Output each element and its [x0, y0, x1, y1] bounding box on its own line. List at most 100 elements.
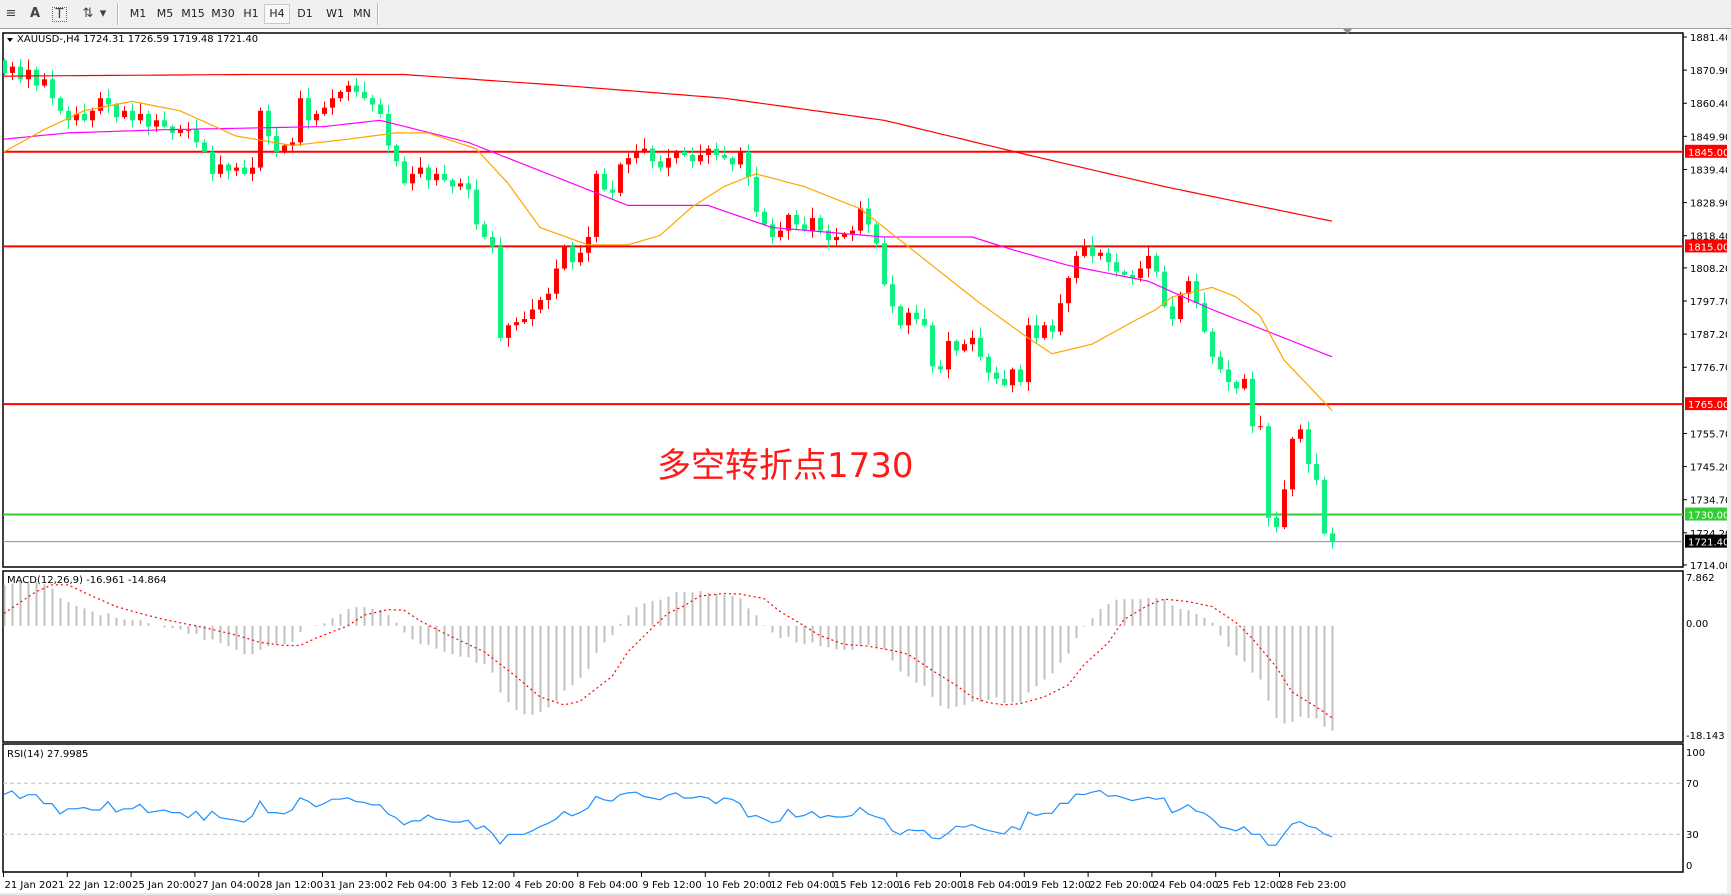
candle-body — [498, 246, 503, 338]
macd-axis-label: -18.143 — [1686, 731, 1725, 742]
candle-body — [1226, 369, 1231, 383]
candle-body — [882, 243, 887, 285]
time-axis-label: 31 Jan 23:00 — [324, 880, 387, 891]
timeframe-m15-button[interactable]: M15 — [181, 7, 205, 20]
candle-body — [1034, 325, 1039, 338]
candle-body — [458, 183, 463, 187]
window-edge — [0, 893, 1731, 895]
candle-body — [1266, 426, 1271, 518]
candle-body — [746, 151, 751, 178]
chart-shift-marker-icon[interactable] — [1343, 29, 1352, 34]
candle-body — [146, 113, 151, 127]
time-axis-label: 28 Feb 23:00 — [1281, 880, 1347, 891]
candle-body — [674, 151, 679, 159]
candle-body — [1130, 274, 1135, 278]
timeframe-m5-button[interactable]: M5 — [156, 7, 174, 20]
price-level-label — [1685, 534, 1727, 548]
candle-body — [3, 60, 7, 73]
rsi-line — [3, 789, 1333, 846]
candle-body — [802, 224, 807, 231]
candle-body — [290, 142, 295, 146]
main-pane[interactable] — [2, 32, 1684, 568]
candle-body — [874, 224, 879, 244]
price-axis-label: 1870.90 — [1690, 66, 1731, 77]
dropdown-icon[interactable]: ▾ — [99, 6, 107, 21]
candle-body — [442, 173, 447, 181]
price-level-value: 1815.00 — [1688, 242, 1729, 253]
candle-body — [138, 113, 143, 121]
candle-body — [938, 366, 943, 370]
candle-body — [202, 142, 207, 152]
timeframe-mn-button[interactable]: MN — [353, 7, 371, 20]
price-level-label — [1685, 507, 1727, 521]
candle-body — [18, 66, 23, 80]
timeframe-h1-button[interactable]: H1 — [243, 7, 259, 20]
candle-body — [490, 236, 495, 247]
time-axis-label: 22 Feb 20:00 — [1089, 880, 1155, 891]
collapse-triangle-icon[interactable] — [7, 38, 13, 42]
candle-body — [1114, 262, 1119, 272]
candle-body — [130, 110, 135, 121]
price-axis-label: 1776.70 — [1690, 363, 1731, 374]
candle-body — [650, 148, 655, 162]
macd-axis-label: 0.00 — [1686, 619, 1708, 630]
text-icon[interactable]: A — [29, 6, 41, 21]
candle-body — [930, 325, 935, 367]
candle-body — [354, 85, 359, 92]
rsi-axis-label: 30 — [1686, 830, 1699, 841]
macd-pane[interactable] — [2, 570, 1684, 743]
candle-body — [594, 173, 599, 237]
toolbar: ≡ A T ⇅ ▾ M1 M5 M15 M30 H1 H4 D1 W1 MN — [0, 0, 1731, 29]
macd-axis-label: 7.862 — [1686, 573, 1715, 584]
candle-body — [754, 177, 759, 212]
candle-body — [186, 129, 191, 131]
candle-body — [226, 164, 231, 171]
timeframe-m30-button[interactable]: M30 — [211, 7, 235, 20]
price-axis-label: 1808.20 — [1690, 264, 1731, 275]
candle-body — [682, 151, 687, 155]
rsi-axis-label: 70 — [1686, 779, 1699, 790]
candle-body — [410, 173, 415, 184]
candle-body — [914, 312, 919, 319]
candle-body — [994, 372, 999, 379]
time-axis-label: 15 Feb 12:00 — [834, 880, 900, 891]
candle-body — [282, 145, 287, 152]
toolbar-separator — [117, 3, 119, 25]
candle-body — [794, 214, 799, 225]
candle-body — [242, 167, 247, 174]
candle-body — [538, 300, 543, 310]
candle-body — [274, 136, 279, 152]
price-axis-label: 1818.40 — [1690, 232, 1731, 243]
timeframe-d1-button[interactable]: D1 — [297, 7, 313, 20]
candle-body — [738, 151, 743, 165]
timeframe-w1-button[interactable]: W1 — [326, 7, 344, 20]
candle-body — [514, 322, 519, 326]
candle-body — [162, 120, 167, 127]
candle-body — [666, 158, 671, 168]
fibonacci-icon[interactable]: ≡ — [5, 6, 17, 21]
candle-body — [810, 218, 815, 231]
candle-body — [618, 164, 623, 193]
arrows-icon[interactable]: ⇅ — [82, 6, 94, 21]
timeframe-h4-button[interactable]: H4 — [264, 4, 290, 24]
rsi-axis-label: 0 — [1686, 861, 1692, 872]
candle-body — [426, 167, 431, 181]
price-level-value: 1845.00 — [1688, 148, 1729, 159]
candle-body — [330, 98, 335, 108]
timeframe-m1-button[interactable]: M1 — [129, 7, 147, 20]
price-axis-label: 1881.40 — [1690, 33, 1731, 44]
time-axis-label: 22 Jan 12:00 — [68, 880, 131, 891]
time-axis-label: 18 Feb 04:00 — [962, 880, 1028, 891]
moving-average-line — [3, 100, 1333, 411]
text-label-icon[interactable]: T — [52, 7, 67, 22]
candle-body — [610, 189, 615, 193]
rsi-pane[interactable] — [2, 743, 1684, 873]
candle-body — [90, 110, 95, 121]
macd-title: MACD(12,26,9) -16.961 -14.864 — [7, 575, 167, 586]
candle-body — [1218, 356, 1223, 370]
candle-body — [1202, 303, 1207, 332]
time-axis-label: 12 Feb 04:00 — [770, 880, 836, 891]
candle-body — [218, 164, 223, 174]
candle-body — [1050, 325, 1055, 332]
